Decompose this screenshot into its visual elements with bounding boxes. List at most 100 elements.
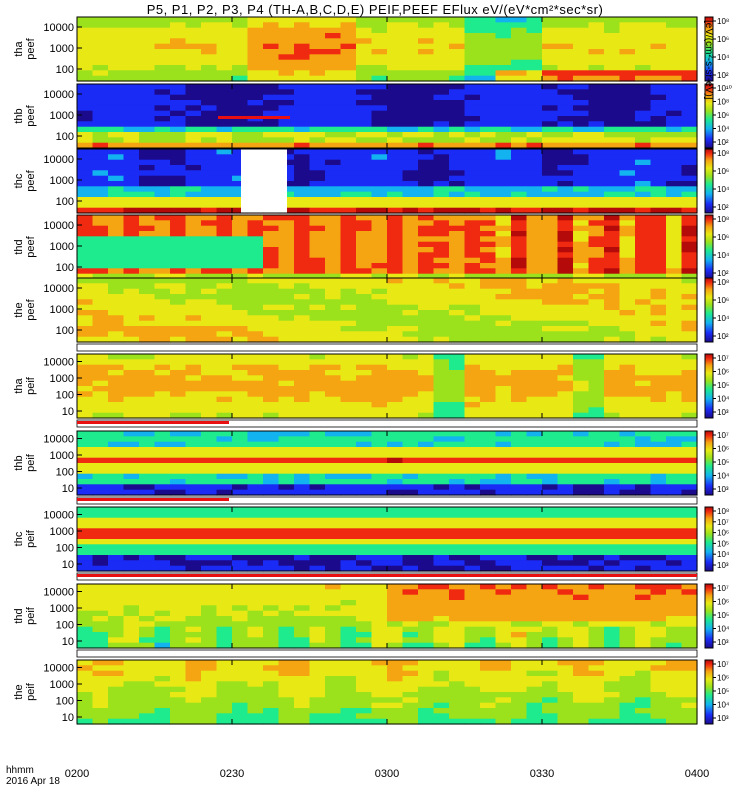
heatmap-cell: [557, 447, 574, 453]
heatmap-cell: [573, 584, 590, 590]
heatmap-cell: [77, 549, 94, 556]
heatmap-cell: [464, 632, 481, 638]
heatmap-cell: [294, 110, 311, 117]
heatmap-cell: [604, 165, 621, 171]
heatmap-cell: [495, 560, 512, 567]
heatmap-cell: [371, 402, 388, 408]
heatmap-cell: [108, 621, 125, 628]
heatmap-cell: [449, 507, 466, 513]
heatmap-cell: [77, 38, 94, 45]
heatmap-cell: [232, 257, 249, 264]
heatmap-cell: [92, 38, 109, 45]
heatmap-cell: [480, 33, 497, 39]
heatmap-cell: [92, 431, 109, 437]
heatmap-cell: [154, 268, 171, 275]
heatmap-cell: [650, 463, 667, 469]
heatmap-cell: [681, 197, 698, 203]
heatmap-cell: [666, 391, 683, 398]
heatmap-cell: [449, 396, 466, 403]
heatmap-cell: [480, 65, 497, 71]
heatmap-cell: [185, 273, 202, 280]
fill-gap-bar: [76, 343, 698, 352]
heatmap-cell: [635, 38, 652, 45]
heatmap-cell: [294, 202, 311, 209]
colorbar: [704, 83, 714, 149]
heatmap-cell: [232, 517, 249, 524]
heatmap-cell: [449, 38, 466, 45]
heatmap-cell: [433, 236, 450, 243]
heatmap-cell: [433, 252, 450, 259]
heatmap-cell: [666, 149, 683, 155]
heatmap-cell: [464, 375, 481, 382]
heatmap-cell: [263, 70, 280, 77]
heatmap-cell: [154, 304, 171, 311]
heatmap-cell: [325, 38, 342, 45]
heatmap-cell: [557, 257, 574, 264]
heatmap-cell: [356, 121, 373, 128]
heatmap-cell: [77, 154, 94, 161]
heatmap-cell: [480, 517, 497, 524]
heatmap-cell: [480, 463, 497, 469]
heatmap-cell: [573, 257, 590, 264]
heatmap-cell: [464, 665, 481, 672]
heatmap-cell: [325, 75, 342, 82]
heatmap-cell: [232, 528, 249, 535]
heatmap-cell: [123, 159, 140, 166]
heatmap-cell: [201, 589, 218, 596]
heatmap-cell: [170, 84, 187, 90]
heatmap-cell: [356, 116, 373, 122]
heatmap-cell: [588, 431, 605, 437]
heatmap-cell: [340, 181, 357, 187]
heatmap-cell: [294, 121, 311, 128]
heatmap-cell: [108, 391, 125, 398]
heatmap-cell: [511, 713, 528, 720]
heatmap-cell: [170, 412, 187, 419]
heatmap-cell: [650, 549, 667, 556]
heatmap-cell: [387, 38, 404, 45]
heatmap-cell: [681, 517, 698, 524]
heatmap-cell: [666, 517, 683, 524]
heatmap-cell: [325, 215, 342, 221]
heatmap-cell: [604, 49, 621, 55]
heatmap-cell: [232, 294, 249, 300]
heatmap-cell: [588, 436, 605, 443]
heatmap-cell: [418, 310, 435, 316]
heatmap-cell: [635, 70, 652, 77]
heatmap-cell: [77, 181, 94, 187]
heatmap-cell: [650, 642, 667, 649]
heatmap-cell: [464, 126, 481, 133]
heatmap-cell: [402, 539, 419, 545]
heatmap-cell: [371, 22, 388, 29]
heatmap-cell: [480, 197, 497, 203]
heatmap-cell: [139, 59, 156, 66]
heatmap-cell: [325, 94, 342, 101]
heatmap-cell: [464, 89, 481, 96]
heatmap-cell: [635, 17, 652, 23]
heatmap-cell: [108, 396, 125, 403]
heatmap-cell: [185, 236, 202, 243]
heatmap-cell: [604, 100, 621, 106]
heatmap-cell: [340, 375, 357, 382]
heatmap-cell: [588, 632, 605, 638]
heatmap-cell: [278, 370, 295, 376]
heatmap-cell: [573, 391, 590, 398]
heatmap-cell: [402, 375, 419, 382]
heatmap-cell: [139, 391, 156, 398]
heatmap-cell: [325, 670, 342, 677]
heatmap-cell: [573, 412, 590, 419]
heatmap-cell: [294, 642, 311, 649]
heatmap-cell: [77, 49, 94, 55]
heatmap-cell: [216, 17, 233, 23]
heatmap-cell: [542, 457, 559, 464]
heatmap-cell: [557, 692, 574, 698]
heatmap-cell: [681, 555, 698, 561]
heatmap-cell: [139, 94, 156, 101]
heatmap-cell: [650, 621, 667, 628]
heatmap-cell: [681, 528, 698, 535]
heatmap-cell: [154, 159, 171, 166]
heatmap-cell: [201, 94, 218, 101]
heatmap-cell: [604, 512, 621, 519]
heatmap-cell: [371, 142, 388, 149]
heatmap-cell: [511, 116, 528, 122]
